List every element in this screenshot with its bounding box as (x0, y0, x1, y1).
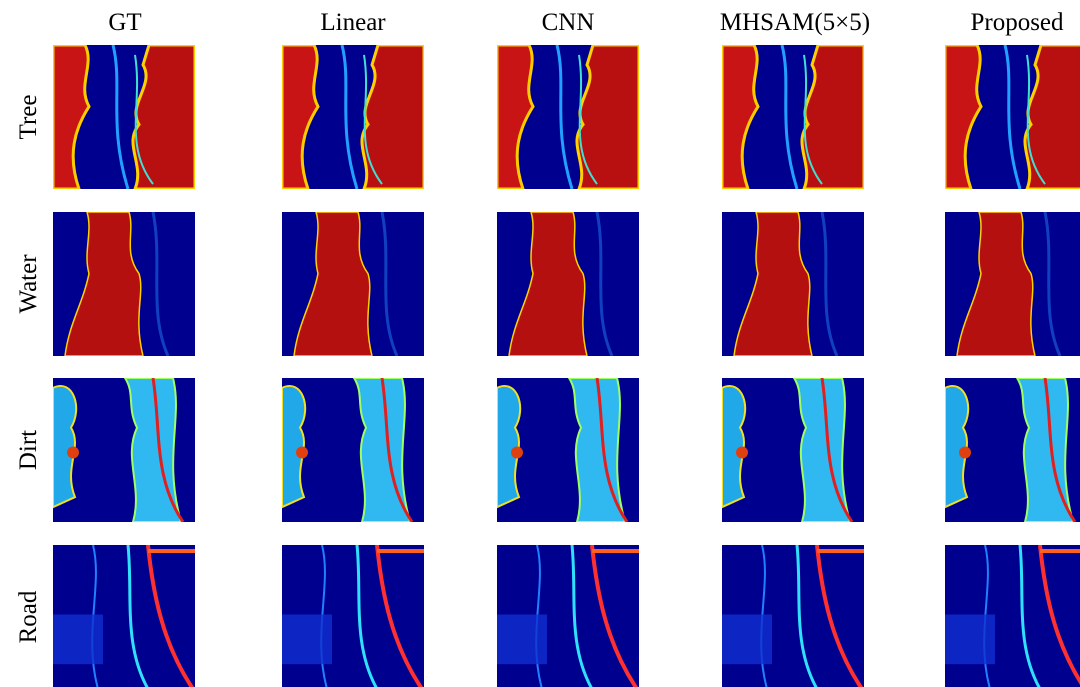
column-header: CNN (542, 9, 595, 36)
abundance-map (53, 378, 195, 522)
column-header: MHSAM(5×5) (720, 9, 870, 36)
map-region (497, 615, 547, 665)
map-region (497, 386, 520, 507)
column-header: Proposed (970, 9, 1064, 36)
abundance-map (282, 45, 424, 189)
abundance-map (53, 545, 195, 687)
map-region (296, 447, 308, 459)
row-label: Dirt (15, 430, 42, 470)
abundance-map (497, 545, 639, 687)
map-region (53, 615, 103, 665)
abundance-map (945, 45, 1080, 189)
row-label: Road (15, 590, 42, 643)
abundance-map (282, 378, 424, 522)
abundance-map (497, 212, 639, 356)
figure: GT Linear CNN MHSAM(5×5) Proposed Tree Water Di… (0, 0, 1080, 687)
map-region (722, 615, 772, 665)
abundance-map (497, 378, 639, 522)
abundance-map (282, 212, 424, 356)
abundance-map (722, 45, 864, 189)
column-header: GT (108, 9, 141, 36)
abundance-map (722, 378, 864, 522)
abundance-map (282, 545, 424, 687)
column-header: Linear (320, 9, 386, 36)
abundance-map (722, 212, 864, 356)
map-region (722, 386, 745, 507)
map-region (945, 615, 995, 665)
map-region (282, 386, 305, 507)
row-label: Water (15, 254, 42, 314)
abundance-map (53, 45, 195, 189)
map-region (282, 615, 332, 665)
abundance-map (722, 545, 864, 687)
abundance-map (945, 212, 1080, 356)
abundance-map (497, 45, 639, 189)
row-label: Tree (15, 95, 42, 140)
abundance-map (53, 212, 195, 356)
abundance-map (945, 378, 1080, 522)
map-region (511, 447, 523, 459)
abundance-map (945, 545, 1080, 687)
map-region (736, 447, 748, 459)
map-region (959, 447, 971, 459)
map-region (945, 386, 968, 507)
map-region (67, 447, 79, 459)
map-region (53, 386, 76, 507)
